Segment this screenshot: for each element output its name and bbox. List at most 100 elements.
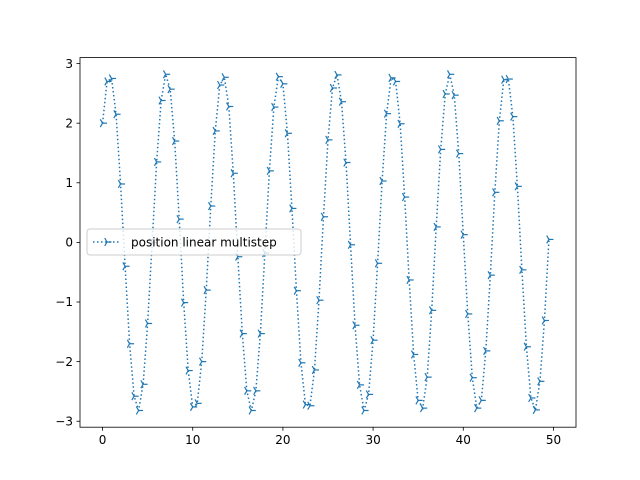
- marker-arm: [347, 244, 352, 249]
- marker-arm: [108, 74, 113, 79]
- data-point-marker: [298, 358, 306, 368]
- marker-arm: [460, 230, 464, 235]
- marker-arm: [140, 380, 144, 385]
- marker-arm: [469, 373, 473, 379]
- marker-arm: [392, 77, 397, 82]
- marker-arm: [496, 116, 500, 122]
- marker-arm: [415, 400, 419, 405]
- marker-arm: [541, 320, 545, 325]
- marker-arm: [104, 77, 108, 82]
- marker-arm: [465, 309, 469, 315]
- marker-arm: [257, 333, 261, 338]
- marker-arm: [428, 310, 433, 315]
- marker-arm: [501, 79, 505, 84]
- data-point-marker: [541, 316, 549, 325]
- data-point-marker: [316, 296, 324, 305]
- data-point-marker: [194, 399, 202, 408]
- marker-arm: [135, 410, 140, 415]
- data-point-marker: [537, 377, 545, 386]
- marker-arm: [334, 74, 338, 80]
- marker-arm: [370, 335, 374, 341]
- data-point-marker: [221, 73, 229, 82]
- marker-arm: [325, 135, 329, 141]
- y-tick-label: 2: [65, 116, 73, 130]
- marker-arm: [217, 84, 221, 90]
- marker-arm: [189, 402, 194, 408]
- marker-arm: [230, 172, 234, 178]
- data-point-marker: [122, 262, 130, 271]
- marker-arm: [424, 376, 428, 382]
- marker-arm: [437, 145, 442, 150]
- marker-arm: [532, 405, 536, 411]
- data-point-marker: [158, 96, 166, 105]
- marker-arm: [374, 259, 379, 264]
- data-point-marker: [469, 373, 477, 382]
- marker-arm: [104, 81, 108, 86]
- marker-arm: [523, 342, 527, 348]
- marker-arm: [487, 270, 491, 276]
- marker-arm: [284, 129, 288, 134]
- data-point-marker: [144, 319, 153, 328]
- y-tick-label: −3: [55, 414, 73, 428]
- marker-arm: [289, 204, 293, 209]
- marker-arm: [289, 208, 293, 213]
- data-point-marker: [275, 72, 283, 81]
- x-tick-label: 40: [456, 433, 471, 447]
- data-point-marker: [352, 321, 360, 330]
- data-point-marker: [442, 89, 450, 99]
- marker-arm: [180, 302, 185, 307]
- legend-box: [86, 228, 302, 256]
- data-point-marker: [171, 136, 180, 146]
- marker-arm: [352, 321, 356, 326]
- data-point-marker: [433, 222, 441, 232]
- marker-arm: [316, 296, 320, 301]
- data-point-marker: [492, 188, 500, 197]
- marker-arm: [532, 409, 536, 415]
- data-point-marker: [198, 357, 207, 366]
- marker-arm: [492, 188, 496, 193]
- data-point-marker: [271, 102, 279, 112]
- marker-arm: [194, 399, 198, 404]
- marker-arm: [325, 139, 329, 145]
- marker-arm: [320, 212, 325, 218]
- marker-arm: [162, 73, 167, 79]
- y-tick-label: 1: [65, 176, 73, 190]
- marker-arm: [361, 406, 365, 411]
- marker-arm: [343, 162, 347, 167]
- marker-arm: [505, 78, 509, 84]
- y-tick-label: −1: [55, 295, 73, 309]
- data-point-marker: [532, 405, 540, 415]
- data-point-marker: [176, 214, 184, 224]
- x-tick-label: 0: [99, 433, 107, 447]
- data-point-marker: [343, 158, 351, 167]
- data-point-marker: [478, 396, 486, 405]
- data-point-marker: [401, 192, 410, 202]
- marker-arm: [446, 70, 451, 75]
- marker-arm: [406, 279, 410, 285]
- marker-arm: [546, 239, 550, 244]
- marker-arm: [108, 78, 113, 83]
- marker-arm: [365, 390, 370, 395]
- marker-arm: [203, 289, 207, 295]
- marker-arm: [99, 122, 104, 128]
- marker-arm: [198, 361, 203, 366]
- marker-arm: [221, 73, 225, 78]
- marker-arm: [176, 214, 180, 220]
- legend-marker: [104, 237, 112, 247]
- marker-arm: [212, 126, 216, 132]
- marker-arm: [311, 369, 315, 375]
- marker-arm: [410, 350, 415, 355]
- data-point-marker: [528, 393, 536, 403]
- marker-arm: [131, 395, 135, 401]
- marker-arm: [271, 102, 275, 108]
- marker-arm: [320, 216, 325, 221]
- marker-arm: [307, 405, 311, 410]
- marker-arm: [424, 372, 428, 378]
- marker-arm: [492, 192, 496, 197]
- data-point-marker: [523, 342, 531, 351]
- marker-arm: [519, 265, 523, 271]
- data-point-marker: [437, 145, 446, 154]
- marker-arm: [144, 323, 149, 328]
- data-point-marker: [212, 126, 220, 136]
- marker-arm: [185, 366, 189, 371]
